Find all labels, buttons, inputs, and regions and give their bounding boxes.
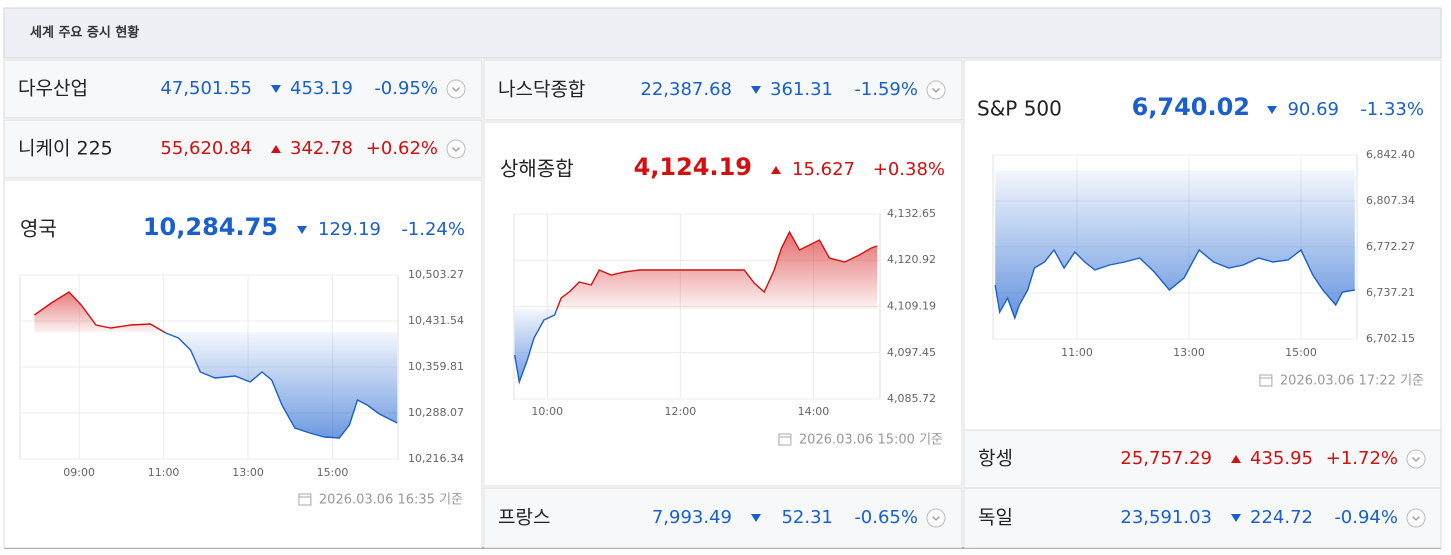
- calendar-icon: [298, 493, 312, 506]
- timestamp: 2026.03.06 16:35 기준: [319, 493, 463, 508]
- index-price: 6,740.02: [1132, 93, 1250, 121]
- index-price: 25,757.29: [1120, 448, 1212, 469]
- y-tick-label: 6,737.21: [1366, 286, 1415, 299]
- down-arrow: [271, 85, 281, 93]
- calendar-icon: [778, 433, 792, 446]
- y-tick-label: 10,503.27: [408, 268, 464, 281]
- expand-button[interactable]: [446, 79, 466, 99]
- price-line: [33, 291, 398, 439]
- index-change: 453.19: [290, 78, 353, 99]
- y-tick-label: 10,431.54: [408, 314, 464, 327]
- y-tick-label: 4,085.72: [887, 392, 936, 405]
- x-tick-label: 09:00: [63, 466, 95, 479]
- x-tick-label: 12:00: [665, 405, 697, 418]
- index-change: 90.69: [1287, 99, 1339, 120]
- index-change-pct: +0.38%: [873, 159, 945, 180]
- x-tick-label: 11:00: [1061, 346, 1093, 359]
- x-tick-label: 13:00: [232, 466, 264, 479]
- index-price: 4,124.19: [634, 153, 752, 181]
- index-price: 47,501.55: [160, 78, 252, 99]
- y-tick-label: 6,702.15: [1366, 332, 1415, 345]
- index-change-pct: -1.33%: [1360, 99, 1424, 120]
- index-change: 52.31: [781, 507, 833, 528]
- index-change-pct: -0.65%: [854, 507, 918, 528]
- index-name: 항셍: [978, 448, 1013, 470]
- y-tick-label: 4,120.92: [887, 253, 936, 266]
- down-arrow: [751, 514, 761, 522]
- expand-button[interactable]: [926, 508, 946, 528]
- index-name: 상해종합: [500, 157, 574, 181]
- area-fill: [34, 292, 398, 438]
- price-line: [514, 230, 878, 385]
- y-tick-label: 4,097.45: [887, 346, 936, 359]
- expand-button[interactable]: [926, 80, 946, 100]
- y-tick-label: 6,807.34: [1366, 194, 1415, 207]
- index-change-pct: -1.24%: [401, 219, 465, 240]
- timestamp: 2026.03.06 17:22 기준: [1280, 374, 1424, 389]
- up-arrow: [1231, 455, 1241, 463]
- index-change-pct: -1.59%: [854, 79, 918, 100]
- x-tick-label: 11:00: [148, 466, 180, 479]
- calendar-icon: [1259, 374, 1273, 387]
- y-tick-label: 4,109.19: [887, 299, 936, 312]
- index-change-pct: +0.62%: [366, 138, 438, 159]
- header-title: 세계 주요 증시 현황: [30, 25, 139, 41]
- index-change-pct: -0.95%: [374, 78, 438, 99]
- index-price: 55,620.84: [160, 138, 252, 159]
- header-bar: [3, 7, 1442, 59]
- expand-button[interactable]: [1406, 508, 1426, 528]
- index-name: S&P 500: [977, 97, 1062, 121]
- index-change-pct: +1.72%: [1326, 448, 1398, 469]
- y-tick-label: 4,132.65: [887, 207, 936, 220]
- index-name: 독일: [978, 507, 1013, 529]
- down-arrow: [751, 86, 761, 94]
- index-change: 129.19: [318, 219, 381, 240]
- index-row: [963, 487, 1442, 549]
- index-change: 361.31: [770, 79, 833, 100]
- x-tick-label: 15:00: [1285, 346, 1317, 359]
- y-tick-label: 10,359.81: [408, 360, 464, 373]
- x-tick-label: 14:00: [798, 405, 830, 418]
- index-name: 다우산업: [18, 78, 88, 100]
- x-tick-label: 13:00: [1173, 346, 1205, 359]
- index-change-pct: -0.94%: [1334, 507, 1398, 528]
- index-price: 23,591.03: [1120, 507, 1212, 528]
- area-fill: [995, 170, 1355, 318]
- y-tick-label: 10,216.34: [408, 452, 464, 465]
- index-price: 22,387.68: [640, 79, 732, 100]
- down-arrow: [297, 226, 307, 234]
- up-arrow: [771, 166, 781, 174]
- y-tick-label: 10,288.07: [408, 406, 464, 419]
- index-row: [483, 487, 963, 549]
- price-line: [994, 248, 1355, 321]
- index-name: 니케이 225: [18, 138, 113, 160]
- index-name: 나스닥종합: [498, 79, 585, 101]
- index-price: 10,284.75: [143, 213, 278, 241]
- expand-button[interactable]: [446, 139, 466, 159]
- index-row: [483, 59, 963, 121]
- x-tick-label: 15:00: [317, 466, 349, 479]
- y-tick-label: 6,842.40: [1366, 148, 1415, 161]
- index-price: 7,993.49: [652, 507, 732, 528]
- timestamp: 2026.03.06 15:00 기준: [799, 433, 943, 448]
- index-change: 224.72: [1250, 507, 1313, 528]
- up-arrow: [271, 145, 281, 153]
- index-row: [3, 59, 483, 119]
- area-fill: [514, 232, 878, 382]
- index-row: [963, 429, 1442, 489]
- index-change: 342.78: [290, 138, 353, 159]
- index-change: 435.95: [1250, 448, 1313, 469]
- index-row: [3, 119, 483, 179]
- index-name: 프랑스: [498, 507, 550, 529]
- x-tick-label: 10:00: [531, 405, 563, 418]
- down-arrow: [1267, 106, 1277, 114]
- y-tick-label: 6,772.27: [1366, 240, 1415, 253]
- expand-button[interactable]: [1406, 449, 1426, 469]
- down-arrow: [1231, 514, 1241, 522]
- index-change: 15.627: [792, 159, 855, 180]
- index-name: 영국: [20, 217, 57, 241]
